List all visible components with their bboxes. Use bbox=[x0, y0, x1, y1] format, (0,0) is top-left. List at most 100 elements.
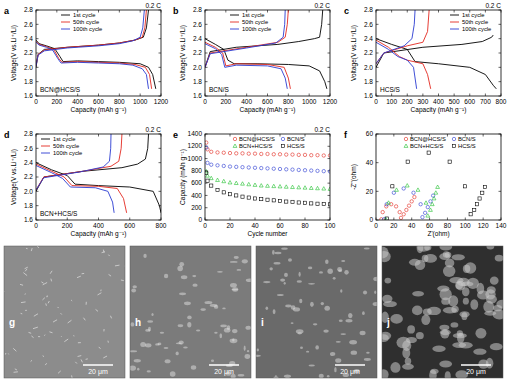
data-point bbox=[266, 198, 269, 201]
data-point bbox=[424, 201, 428, 204]
sem-grain bbox=[382, 251, 391, 262]
sem-grain bbox=[338, 270, 342, 272]
y-tick-label: 2.8 bbox=[24, 130, 33, 137]
plot-frame bbox=[205, 134, 330, 220]
sem-grain bbox=[214, 305, 218, 309]
sem-grain bbox=[131, 289, 136, 293]
data-point bbox=[216, 188, 219, 191]
data-point bbox=[241, 182, 245, 185]
sem-grain bbox=[245, 326, 251, 330]
sem-grain bbox=[132, 285, 136, 288]
sample-label: HCS/S bbox=[380, 86, 401, 93]
data-point bbox=[278, 153, 281, 156]
data-point bbox=[247, 182, 251, 185]
x-tick-label: 200 bbox=[51, 98, 62, 105]
rate-label: 0.2 C bbox=[145, 2, 161, 9]
sem-grain bbox=[319, 271, 323, 273]
legend-label: 50th cycle bbox=[462, 19, 488, 25]
x-tick-label: 600 bbox=[93, 98, 104, 105]
data-point bbox=[429, 208, 433, 211]
data-point bbox=[385, 217, 388, 220]
y-tick-label: 1.8 bbox=[24, 202, 33, 209]
sem-grain bbox=[308, 267, 312, 270]
sem-grain bbox=[464, 262, 476, 273]
x-axis-label: Capacity (mAh g⁻¹) bbox=[71, 106, 127, 114]
sem-grain bbox=[236, 269, 241, 271]
scale-bar-label: 20 μm bbox=[466, 368, 486, 376]
legend-label: BCN@HCS/S bbox=[410, 136, 446, 142]
sem-crack bbox=[50, 279, 52, 282]
sem-grain bbox=[363, 291, 367, 295]
x-tick-label: 400 bbox=[241, 98, 252, 105]
sem-grain bbox=[130, 322, 134, 326]
sem-grain bbox=[405, 358, 411, 365]
scale-bar-label: 20 μm bbox=[88, 368, 108, 376]
sem-crack bbox=[103, 356, 107, 358]
sem-grain bbox=[449, 277, 463, 283]
sem-grain bbox=[360, 331, 366, 335]
x-tick-label: 0 bbox=[203, 98, 207, 105]
sem-grain bbox=[145, 329, 150, 332]
sem-grain bbox=[299, 299, 302, 304]
x-tick-label: 120 bbox=[478, 222, 489, 229]
series-line bbox=[205, 10, 327, 89]
legend-swatch bbox=[41, 153, 50, 154]
sem-grain bbox=[451, 306, 458, 313]
sem-grain bbox=[147, 320, 153, 322]
sem-grain bbox=[130, 350, 137, 352]
y-tick-label: 1000 bbox=[188, 155, 203, 162]
y-tick-label: 60 bbox=[366, 130, 374, 137]
data-point bbox=[469, 213, 472, 216]
x-tick-label: 100 bbox=[460, 222, 471, 229]
y-tick-label: 2.4 bbox=[24, 35, 33, 42]
data-point bbox=[297, 153, 300, 156]
data-point bbox=[483, 185, 486, 188]
legend-swatch bbox=[450, 15, 459, 16]
rate-label: 0.2 C bbox=[145, 126, 161, 133]
sem-grain bbox=[467, 278, 479, 289]
sem-crack bbox=[38, 336, 40, 337]
chart-panel: 0204060801001201400204060Z'(ohm)-Z''(ohm… bbox=[344, 130, 507, 238]
sem-crack bbox=[25, 269, 27, 271]
chart-panel: 0204060801000200400600800100012001400Cyc… bbox=[173, 126, 336, 238]
data-point bbox=[432, 197, 436, 200]
panel-label: j bbox=[386, 317, 390, 328]
sem-grain bbox=[211, 360, 214, 362]
series-line bbox=[376, 10, 431, 89]
data-point bbox=[205, 146, 208, 149]
sem-grain bbox=[463, 298, 469, 305]
data-point bbox=[481, 191, 484, 194]
series-line bbox=[376, 10, 417, 89]
sem-crack bbox=[61, 336, 63, 338]
sem-crack bbox=[102, 251, 105, 253]
sem-texture bbox=[130, 254, 251, 378]
data-point bbox=[206, 179, 209, 182]
sem-crack bbox=[21, 313, 23, 315]
chart-panel: 01002003004005006007008001.61.82.02.22.4… bbox=[344, 2, 507, 114]
sem-grain bbox=[192, 284, 197, 287]
x-tick-label: 0 bbox=[34, 98, 38, 105]
sem-crack bbox=[33, 327, 38, 329]
sem-crack bbox=[45, 363, 46, 365]
sem-grain bbox=[439, 360, 452, 367]
sem-crack bbox=[47, 296, 48, 298]
legend-swatch bbox=[452, 137, 455, 140]
data-point bbox=[303, 201, 306, 204]
data-point bbox=[241, 195, 244, 198]
data-point bbox=[427, 151, 430, 154]
sem-crack bbox=[115, 265, 120, 267]
sem-grain bbox=[296, 329, 304, 333]
sem-grain bbox=[412, 305, 423, 315]
x-tick-label: 1200 bbox=[323, 98, 338, 105]
panel-label: e bbox=[173, 130, 178, 140]
data-point bbox=[399, 216, 402, 219]
sem-grain bbox=[334, 367, 336, 372]
data-point bbox=[241, 165, 244, 168]
legend-swatch bbox=[233, 144, 237, 147]
legend-swatch bbox=[281, 137, 284, 140]
sem-grain bbox=[192, 275, 196, 277]
sem-grain bbox=[217, 271, 223, 273]
sem-grain bbox=[330, 352, 335, 356]
data-point bbox=[310, 202, 313, 205]
sem-grain bbox=[452, 254, 465, 260]
